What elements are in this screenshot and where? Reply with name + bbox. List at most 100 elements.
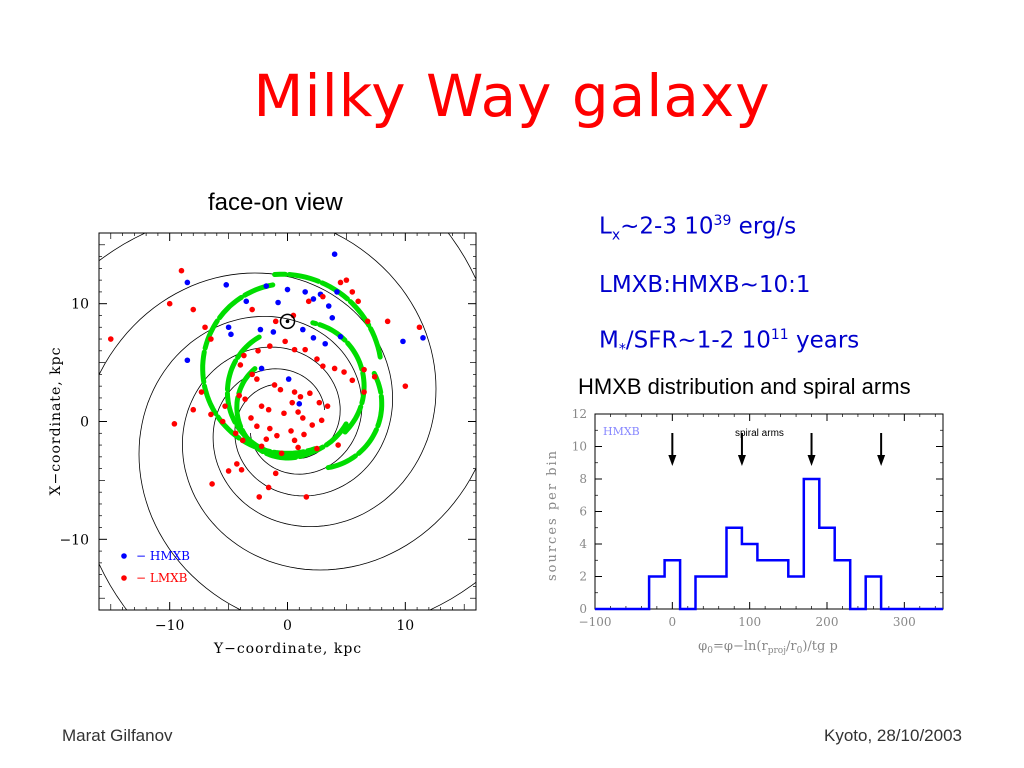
lmxb-point (219, 418, 226, 425)
lmxb-point (241, 352, 247, 359)
lmxb-point (254, 423, 260, 430)
legend-label: − LMXB (136, 571, 188, 585)
lmxb-point (166, 300, 173, 307)
spiral-arm-model (99, 233, 437, 527)
lmxb-point (309, 422, 316, 428)
lmxb-point (320, 293, 326, 300)
lmxb-point (255, 348, 261, 354)
lmxb-point (324, 403, 331, 409)
lmxb-point (402, 383, 409, 389)
lmxb-point (314, 356, 320, 362)
lmxb-point (271, 382, 278, 388)
hmxb-point (296, 401, 303, 407)
lmxb-point (225, 468, 232, 474)
lmxb-point (331, 365, 338, 372)
hist-y-tick-label: 12 (572, 407, 587, 421)
hmxb-point (284, 286, 291, 293)
hmxb-point (302, 289, 308, 295)
hist-x-tick-label: 100 (738, 615, 761, 629)
lmxb-point (318, 417, 325, 424)
lmxb-point (300, 415, 306, 421)
lmxb-point (355, 298, 361, 305)
footer-author: Marat Gilfanov (62, 726, 173, 745)
spiral-arm-model (138, 316, 476, 610)
hmxb-point (310, 296, 317, 302)
histogram-step-line (595, 477, 943, 611)
lmxb-point (361, 389, 367, 395)
hist-y-tick-label: 6 (579, 505, 587, 519)
lmxb-point (234, 461, 240, 467)
lmxb-point (190, 406, 197, 413)
galaxy-y-axis-label: X−coordinate, kpc (48, 347, 64, 496)
green-arm-tracer (325, 370, 385, 471)
green-arm-tracer (310, 320, 367, 435)
hmxb-point (310, 335, 317, 341)
galaxy-face-on-plot: −10 0 10 −10 0 10 − HMXB − LMXB Y−coordinate, … (48, 232, 477, 657)
galaxy-y-tick-label: 10 (71, 297, 89, 313)
lmxb-point (278, 450, 285, 457)
hmxb-point (270, 329, 277, 335)
hmxb-point (337, 333, 344, 340)
lmxb-point (190, 306, 197, 313)
hist-x-tick-label: 0 (669, 615, 677, 629)
lmxb-point (291, 346, 298, 353)
hist-y-tick-label: 8 (579, 472, 587, 486)
lmxb-point (320, 363, 326, 369)
galaxy-y-tick-label: −10 (59, 532, 89, 548)
lmxb-point (258, 403, 265, 409)
sun-marker-icon (279, 313, 296, 330)
lmxb-point (277, 386, 284, 393)
lmxb-point (305, 298, 312, 305)
hmxb-point (275, 299, 281, 306)
footer-venue-date: Kyoto, 28/10/2003 (823, 726, 962, 745)
spiral-arm-arrowhead-icon (807, 455, 816, 466)
legend-label: − HMXB (136, 549, 190, 563)
lmxb-point (291, 389, 298, 395)
stat-lx: Lx~2-3 1039 erg/s (599, 213, 797, 244)
lmxb-point (295, 444, 301, 451)
galaxy-x-tick-label: 0 (283, 618, 292, 634)
lmxb-point (371, 373, 378, 380)
hmxb-point (420, 335, 426, 341)
lmxb-point (364, 318, 371, 325)
lmxb-point (208, 336, 214, 342)
hmxb-series-label: HMXB (603, 425, 640, 438)
lmxb-point (349, 377, 356, 384)
lmxb-point (178, 267, 185, 274)
spiral-arm-model (99, 272, 393, 610)
stats-block: Lx~2-3 1039 erg/s LMXB:HMXB~10:1 M*/SFR~… (599, 196, 859, 375)
lmxb-point (343, 277, 350, 283)
lmxb-point (272, 318, 279, 325)
lmxb-point (297, 393, 304, 400)
green-arm-tracer (234, 366, 314, 461)
lmxb-point (291, 437, 298, 444)
lmxb-point (281, 410, 287, 417)
lmxb-point (238, 467, 245, 473)
hmxb-point (285, 376, 292, 382)
spiral-arm-arrowhead-icon (737, 455, 746, 466)
hist-y-tick-label: 10 (572, 440, 587, 454)
lmxb-point (274, 432, 280, 439)
hmxb-point (322, 340, 329, 347)
lmxb-point (337, 279, 344, 286)
lmxb-point (258, 443, 265, 450)
lmxb-point (222, 403, 228, 409)
histogram-frame (594, 413, 944, 610)
lmxb-point (249, 306, 255, 313)
sun-marker-dot (285, 319, 290, 324)
galaxy-x-tick-label: 10 (396, 618, 414, 634)
lmxb-point (265, 406, 272, 413)
hist-y-tick-label: 4 (579, 537, 587, 551)
lmxb-point (248, 415, 254, 421)
histogram-x-axis-label: φ0=φ−ln(rproj/r0)/tg p (698, 639, 838, 655)
stat-mass-sfr: M*/SFR~1-2 1011 years (599, 327, 860, 358)
lmxb-point (265, 484, 272, 491)
spiral-arm-model (182, 233, 476, 571)
lmxb-point (202, 324, 208, 331)
lmxb-point (289, 399, 296, 406)
lmxb-point (256, 494, 263, 500)
hmxb-point (329, 315, 336, 321)
hmxb-point (184, 279, 191, 286)
lmxb-point (361, 366, 367, 373)
